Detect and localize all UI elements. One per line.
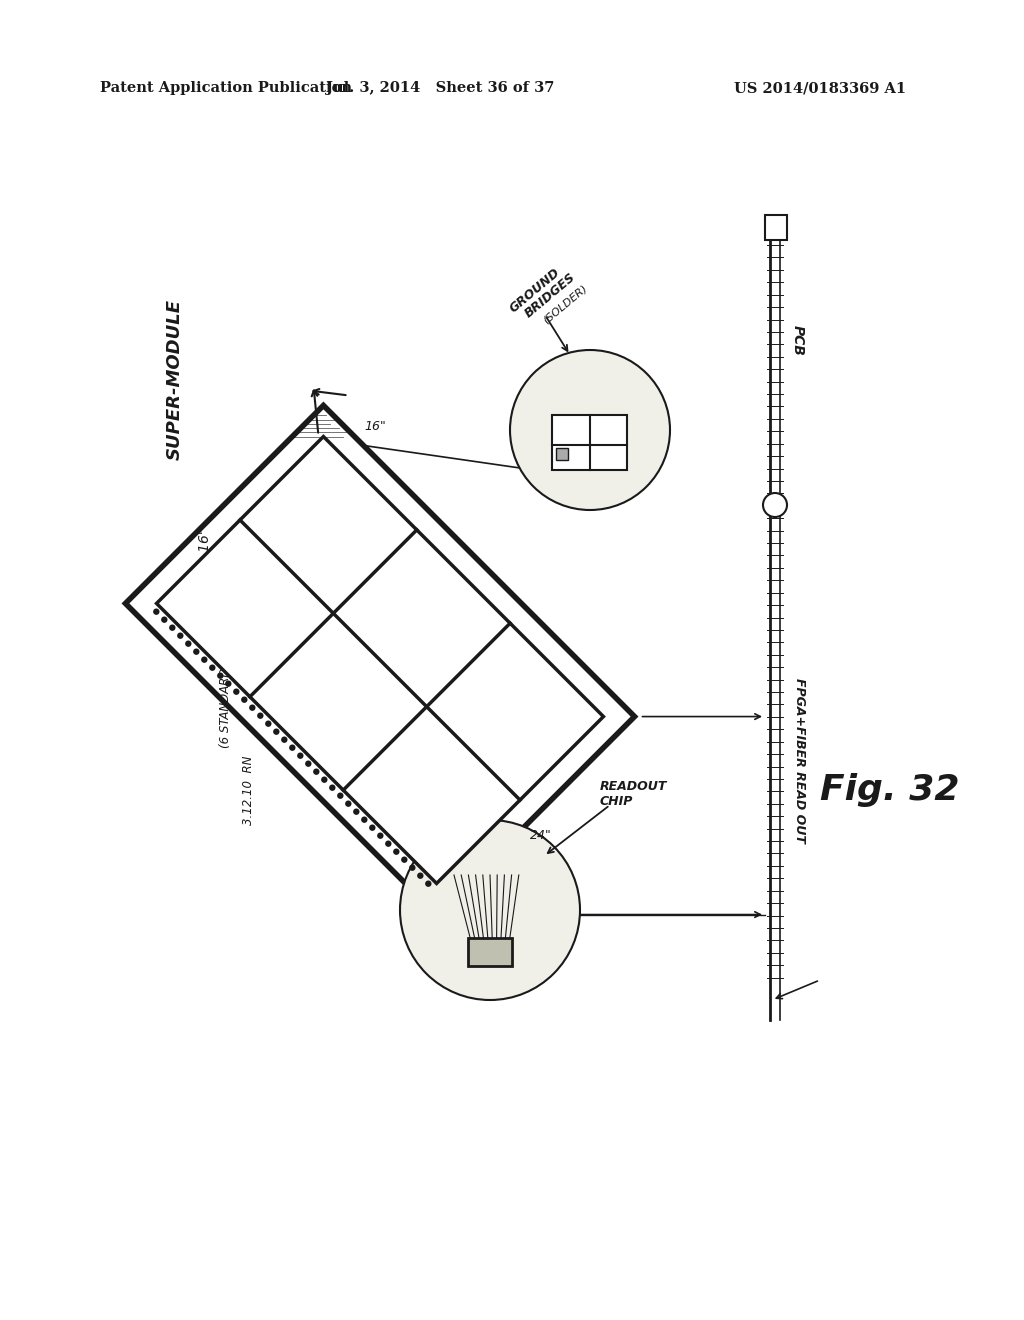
Polygon shape <box>126 405 635 915</box>
Text: BRIDGES: BRIDGES <box>522 271 578 319</box>
Circle shape <box>210 665 215 671</box>
Text: GROUND: GROUND <box>507 265 563 315</box>
Text: Fig. 32: Fig. 32 <box>820 774 959 807</box>
Circle shape <box>250 705 255 710</box>
Circle shape <box>233 689 239 694</box>
Text: PCB: PCB <box>791 325 805 355</box>
Circle shape <box>338 793 343 799</box>
Bar <box>468 939 512 966</box>
Text: SUPER-MODULE: SUPER-MODULE <box>166 300 184 461</box>
Circle shape <box>298 754 303 758</box>
Text: 24" x 16": 24" x 16" <box>198 528 212 593</box>
Circle shape <box>218 673 223 678</box>
Circle shape <box>170 626 175 630</box>
Text: READOUT
CHIP: READOUT CHIP <box>600 780 668 808</box>
Circle shape <box>290 746 295 750</box>
Bar <box>552 414 627 470</box>
Circle shape <box>242 697 247 702</box>
Text: 3.12.10  RN: 3.12.10 RN <box>242 755 255 825</box>
Text: US 2014/0183369 A1: US 2014/0183369 A1 <box>734 81 906 95</box>
Text: 16": 16" <box>365 420 387 433</box>
Circle shape <box>178 634 183 638</box>
Text: 24": 24" <box>530 829 552 842</box>
Circle shape <box>370 825 375 830</box>
Bar <box>556 449 568 461</box>
Circle shape <box>194 649 199 655</box>
Circle shape <box>426 882 431 886</box>
Circle shape <box>330 785 335 791</box>
Circle shape <box>154 609 159 614</box>
Circle shape <box>378 833 383 838</box>
Circle shape <box>763 492 787 517</box>
Circle shape <box>386 841 391 846</box>
Circle shape <box>510 350 670 510</box>
Text: Jul. 3, 2014   Sheet 36 of 37: Jul. 3, 2014 Sheet 36 of 37 <box>326 81 554 95</box>
Circle shape <box>394 849 398 854</box>
Circle shape <box>162 618 167 622</box>
Circle shape <box>185 642 190 647</box>
Circle shape <box>322 777 327 783</box>
Circle shape <box>346 801 351 807</box>
Text: (SOLDER): (SOLDER) <box>541 282 589 325</box>
Circle shape <box>258 713 263 718</box>
Text: FPGA+FIBER READ OUT: FPGA+FIBER READ OUT <box>794 677 807 842</box>
Text: (6 STANDARD 8x8s): (6 STANDARD 8x8s) <box>218 632 231 748</box>
Bar <box>765 215 787 240</box>
Polygon shape <box>157 437 603 883</box>
Circle shape <box>266 721 270 726</box>
Circle shape <box>401 857 407 862</box>
Circle shape <box>273 729 279 734</box>
Circle shape <box>410 865 415 870</box>
Circle shape <box>361 817 367 822</box>
Circle shape <box>306 762 311 766</box>
Circle shape <box>418 874 423 878</box>
Circle shape <box>313 770 318 775</box>
Circle shape <box>400 820 580 1001</box>
Circle shape <box>354 809 358 814</box>
Circle shape <box>202 657 207 663</box>
Circle shape <box>282 737 287 742</box>
Circle shape <box>226 681 230 686</box>
Text: Patent Application Publication: Patent Application Publication <box>100 81 352 95</box>
